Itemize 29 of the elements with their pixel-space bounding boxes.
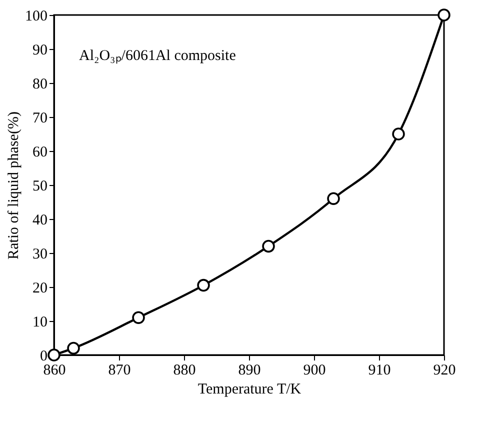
- point: [132, 311, 145, 324]
- y-tick-label: 100: [25, 8, 48, 24]
- y-tick-label: 70: [32, 110, 48, 126]
- y-axis-title: Ratio of liquid phase(%): [6, 112, 22, 260]
- point: [262, 240, 275, 253]
- y-tick-label: 10: [32, 314, 48, 330]
- x-tick-label: 910: [368, 362, 391, 378]
- annotation: Al₂O₃ₚ/6061Al composite: [79, 48, 236, 64]
- y-tick-label: 90: [32, 42, 48, 58]
- x-tick-label: 880: [173, 362, 196, 378]
- x-tick-label: 870: [108, 362, 131, 378]
- y-tick-label: 30: [32, 246, 48, 262]
- point: [392, 128, 405, 140]
- point: [327, 192, 340, 205]
- y-tick-label: 20: [32, 280, 48, 296]
- x-tick-label: 890: [238, 362, 261, 378]
- y-tick-label: 50: [32, 178, 48, 194]
- y-tick-label: 60: [32, 144, 48, 160]
- point: [438, 8, 450, 22]
- x-tick-label: 900: [303, 362, 326, 378]
- y-tick-label: 80: [32, 76, 48, 92]
- x-tick-label: 920: [433, 362, 456, 378]
- point: [67, 342, 80, 355]
- y-tick-label: 40: [32, 212, 48, 228]
- x-tick-label: 860: [43, 362, 66, 378]
- y-tick-label: 0: [40, 348, 48, 364]
- point: [48, 348, 60, 362]
- x-axis-title: Temperature T/K: [198, 382, 302, 398]
- point: [197, 278, 210, 292]
